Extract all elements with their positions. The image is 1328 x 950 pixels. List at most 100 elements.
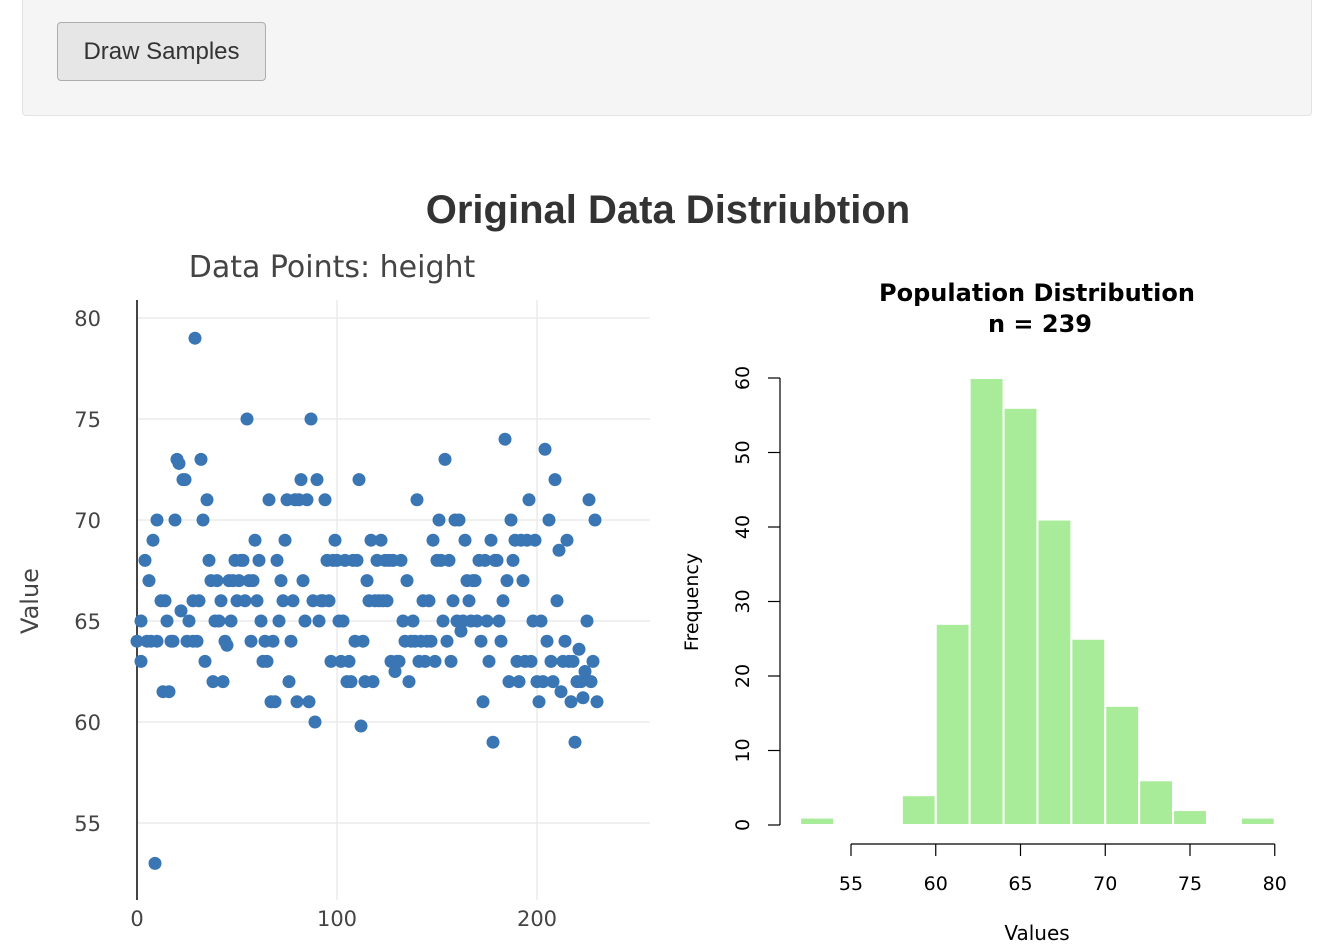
scatter-point	[294, 473, 308, 487]
scatter-y-tick-label: 80	[74, 307, 101, 331]
scatter-tick-labels: 55 60 65 70 75 80 0 100 200	[74, 307, 557, 931]
scatter-point	[586, 654, 600, 668]
scatter-point	[202, 553, 216, 567]
scatter-point	[146, 533, 160, 547]
histogram-bar	[1070, 637, 1107, 826]
scatter-plot: Data Points: height Value 55 60 65 70 75 80 0 1…	[16, 250, 650, 931]
draw-samples-button[interactable]: Draw Samples	[57, 22, 266, 81]
histogram-y-tick-label: 30	[732, 589, 754, 613]
scatter-point	[452, 513, 466, 527]
scatter-point	[446, 594, 460, 608]
scatter-point	[360, 574, 374, 588]
scatter-point	[354, 719, 368, 733]
histogram-bar	[1002, 406, 1039, 826]
scatter-point	[516, 574, 530, 588]
scatter-point	[296, 574, 310, 588]
scatter-y-axis-label: Value	[16, 568, 44, 634]
scatter-point	[192, 594, 206, 608]
scatter-point	[216, 675, 230, 689]
scatter-point	[524, 654, 538, 668]
scatter-point	[162, 685, 176, 699]
scatter-y-tick-label: 70	[74, 509, 101, 533]
scatter-point	[506, 553, 520, 567]
scatter-point	[572, 642, 586, 656]
scatter-point	[590, 695, 604, 709]
scatter-point	[536, 675, 550, 689]
scatter-point	[342, 654, 356, 668]
scatter-point	[558, 634, 572, 648]
scatter-point	[286, 594, 300, 608]
scatter-point	[454, 624, 468, 638]
scatter-point	[482, 654, 496, 668]
scatter-point	[312, 614, 326, 628]
scatter-x-tick-label: 100	[317, 907, 357, 931]
scatter-point	[424, 634, 438, 648]
scatter-point	[188, 331, 202, 345]
scatter-point	[200, 493, 214, 507]
scatter-point	[172, 456, 186, 470]
scatter-point	[478, 553, 492, 567]
histogram-bars	[799, 377, 1276, 827]
scatter-point	[158, 594, 172, 608]
scatter-point	[418, 654, 432, 668]
scatter-point	[168, 513, 182, 527]
histogram-bar	[1036, 518, 1073, 826]
scatter-grid	[137, 300, 650, 900]
histogram-bar	[968, 377, 1005, 826]
scatter-point	[564, 695, 578, 709]
scatter-x-tick-label: 0	[130, 907, 143, 931]
scatter-point	[566, 654, 580, 668]
scatter-point	[392, 654, 406, 668]
scatter-point	[428, 654, 442, 668]
histogram-title: Population Distribution	[879, 279, 1195, 307]
histogram-y-tick-label: 60	[732, 366, 754, 390]
scatter-point	[442, 553, 456, 567]
scatter-point	[476, 695, 490, 709]
scatter-point	[498, 432, 512, 446]
histogram-x-tick-label: 80	[1263, 873, 1287, 895]
scatter-point	[150, 634, 164, 648]
histogram-y-tick-label: 10	[732, 738, 754, 762]
scatter-point	[584, 675, 598, 689]
scatter-point	[544, 654, 558, 668]
scatter-point	[272, 614, 286, 628]
scatter-point	[214, 594, 228, 608]
scatter-point	[578, 665, 592, 678]
scatter-point	[350, 553, 364, 567]
scatter-point	[190, 634, 204, 648]
scatter-point	[182, 614, 196, 628]
scatter-point	[496, 594, 510, 608]
scatter-point	[560, 533, 574, 547]
histogram-x-tick-label: 55	[839, 873, 863, 895]
histogram-bar	[1239, 816, 1276, 826]
scatter-point	[552, 543, 566, 557]
scatter-point	[344, 675, 358, 689]
scatter-point	[534, 614, 548, 628]
scatter-point	[512, 675, 526, 689]
scatter-point	[582, 493, 596, 507]
scatter-point	[494, 634, 508, 648]
scatter-y-tick-label: 55	[74, 812, 101, 836]
scatter-point	[504, 513, 518, 527]
scatter-point	[196, 513, 210, 527]
scatter-point	[480, 614, 494, 628]
histogram-subtitle: n = 239	[988, 310, 1092, 338]
scatter-point	[206, 675, 220, 689]
scatter-point	[532, 695, 546, 709]
scatter-point	[548, 473, 562, 487]
scatter-point	[240, 412, 254, 426]
scatter-point	[588, 513, 602, 527]
scatter-point	[356, 634, 370, 648]
scatter-point	[298, 614, 312, 628]
scatter-point	[308, 715, 322, 729]
histogram-bar	[1138, 779, 1175, 826]
histogram-y-tick-label: 40	[732, 515, 754, 539]
scatter-point	[436, 614, 450, 628]
histogram-x-tick-label: 75	[1178, 873, 1202, 895]
scatter-point	[166, 634, 180, 648]
scatter-point	[220, 638, 234, 652]
scatter-point	[212, 614, 226, 628]
scatter-point	[402, 675, 416, 689]
scatter-point	[502, 675, 516, 689]
scatter-point	[366, 675, 380, 689]
